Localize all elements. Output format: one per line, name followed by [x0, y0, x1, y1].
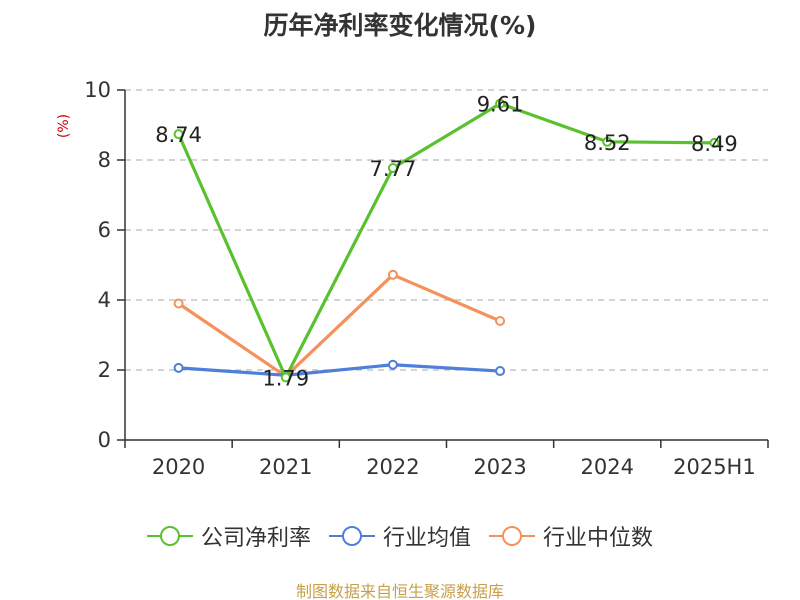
series-0-point	[709, 137, 720, 148]
chart-title: 历年净利率变化情况(%)	[263, 11, 537, 40]
y-tick-label: 4	[98, 288, 111, 312]
y-axis-label: (%)	[56, 114, 72, 138]
x-tick-label: 2024	[581, 455, 634, 479]
series-1-point	[495, 366, 506, 377]
x-tick-label: 2022	[366, 455, 419, 479]
source-note: 制图数据来自恒生聚源数据库	[295, 582, 504, 600]
series-0-point	[387, 163, 398, 174]
series-line-2	[177, 273, 501, 378]
data-label: 8.49	[691, 132, 738, 156]
legend-label: 公司净利率	[200, 526, 311, 551]
series-0-point	[602, 136, 613, 147]
data-label: 9.61	[477, 93, 524, 117]
legend-item-1[interactable]: 行业均值	[328, 520, 471, 552]
data-label: 8.74	[155, 123, 202, 147]
series-1-point	[173, 362, 184, 373]
legend-item-0[interactable]: 公司净利率	[146, 520, 311, 552]
x-tick-label: 2025H1	[673, 455, 756, 479]
legend-swatch	[146, 526, 193, 546]
series-line-1	[178, 363, 501, 377]
series-2-point	[495, 316, 506, 326]
legend-item-2[interactable]: 行业中位数	[489, 520, 653, 552]
y-tick-label: 2	[98, 358, 111, 382]
legend-swatch	[489, 526, 535, 546]
series-line-0	[177, 102, 715, 379]
y-tick-label: 8	[98, 148, 111, 172]
x-tick-label: 2021	[259, 455, 312, 479]
y-tick-label: 10	[84, 78, 111, 102]
data-label: 8.52	[584, 131, 631, 155]
series-1-point	[387, 359, 398, 370]
legend-label: 行业中位数	[543, 526, 654, 551]
y-tick-label: 0	[98, 428, 111, 452]
legend: 公司净利率 行业均值 行业中位数	[0, 520, 800, 552]
series-2-point	[387, 269, 398, 280]
series-0-point	[495, 98, 506, 109]
legend-label: 行业均值	[382, 526, 471, 551]
series-2-point	[173, 298, 184, 309]
x-tick-label: 2023	[473, 455, 526, 479]
legend-swatch	[328, 526, 375, 546]
y-tick-label: 6	[98, 218, 111, 242]
data-label: 1.79	[262, 366, 309, 390]
series-0-point	[280, 372, 291, 383]
data-label: 7.77	[370, 157, 417, 181]
series-0-point	[173, 129, 184, 140]
x-tick-label: 2020	[152, 455, 205, 479]
